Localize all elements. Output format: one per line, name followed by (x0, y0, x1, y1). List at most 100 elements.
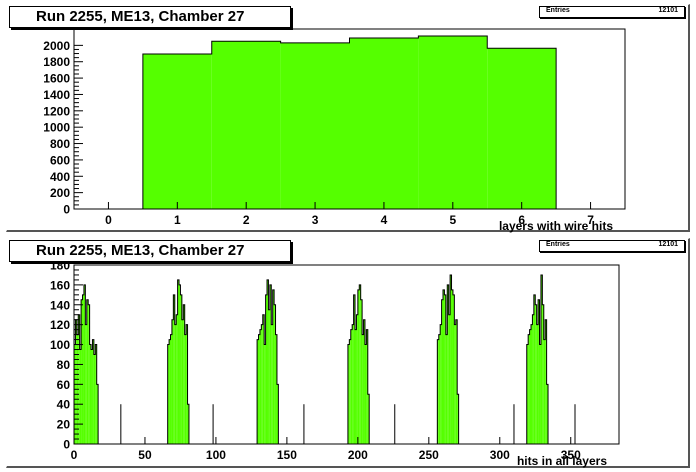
histogram-bin (170, 334, 172, 444)
histogram-bin (258, 334, 260, 444)
y-tick-label: 1200 (43, 104, 70, 118)
x-tick-label: 0 (71, 448, 78, 462)
stats-box: Entries 12101 (539, 240, 685, 252)
histogram-bin (85, 324, 87, 444)
histogram-bin (540, 274, 543, 444)
histogram-title: Run 2255, ME13, Chamber 27 (36, 8, 245, 25)
x-tick-label: 3 (312, 213, 319, 227)
histogram-bin (367, 394, 370, 444)
histogram-bin (171, 319, 174, 444)
histogram-bin (457, 394, 459, 444)
histogram-bin (531, 324, 533, 444)
y-tick-label: 2000 (43, 39, 70, 53)
histogram-bin (167, 344, 170, 444)
histogram-outline (142, 35, 557, 209)
histogram-bin (359, 284, 361, 444)
histogram-bin (355, 329, 357, 444)
y-tick-label: 140 (50, 298, 70, 312)
histogram-bin (184, 334, 187, 444)
histogram-bin (267, 279, 269, 444)
histogram-bin (186, 324, 188, 444)
y-tick-label: 200 (50, 186, 70, 200)
histogram-bin (83, 284, 86, 444)
histogram-bin (176, 314, 178, 444)
histogram-bar (142, 53, 212, 209)
x-tick-label: 200 (348, 448, 368, 462)
histogram-bin (96, 384, 99, 444)
histogram-bin (276, 384, 279, 444)
x-tick-label: 2 (243, 213, 250, 227)
histogram-cluster-outline (526, 274, 549, 444)
histogram-bin (349, 339, 351, 444)
histogram-bin (451, 289, 453, 444)
histogram-pad-hits: Run 2255, ME13, Chamber 27 Entries 12101… (6, 238, 690, 468)
y-tick-label: 1600 (43, 72, 70, 86)
histogram-bin (82, 294, 84, 444)
histogram-bin (92, 339, 94, 444)
histogram-bin (526, 344, 529, 444)
y-tick-label: 1000 (43, 121, 70, 135)
histogram-bin (81, 299, 83, 444)
histogram-bin (177, 279, 180, 444)
histogram-bin (535, 304, 537, 444)
histogram-cluster-outline (436, 274, 460, 444)
stats-entries-value: 12101 (658, 241, 678, 248)
x-tick-label: 100 (206, 448, 226, 462)
histogram-bin (271, 324, 273, 444)
histogram-bin (546, 384, 549, 444)
histogram-bin (264, 344, 266, 444)
x-tick-label: 250 (419, 448, 439, 462)
histogram-title-box: Run 2255, ME13, Chamber 27 (9, 6, 291, 28)
y-tick-label: 1800 (43, 55, 70, 69)
histogram-bin (347, 344, 350, 444)
histogram-bin (545, 319, 547, 444)
histogram-pad-layers: Run 2255, ME13, Chamber 27 Entries 12101… (6, 4, 690, 233)
histogram-title-box: Run 2255, ME13, Chamber 27 (9, 240, 291, 262)
histogram-bin (269, 284, 272, 444)
histogram-bin (174, 324, 177, 444)
x-tick-label: 0 (105, 213, 112, 227)
histogram-bin (257, 339, 259, 444)
histogram-bin (452, 294, 455, 444)
y-tick-label: 40 (57, 398, 71, 412)
histogram-bin (88, 304, 90, 444)
y-tick-label: 120 (50, 318, 70, 332)
x-tick-label: 6 (518, 213, 525, 227)
x-tick-label: 7 (587, 213, 594, 227)
y-tick-label: 0 (63, 203, 70, 217)
histogram-bin (438, 334, 441, 444)
histogram-bin (443, 289, 445, 444)
stats-box: Entries 12101 (539, 6, 685, 18)
histogram-bar (487, 48, 557, 210)
histogram-bin (93, 354, 96, 444)
x-tick-label: 4 (381, 213, 388, 227)
histogram-bar (418, 35, 488, 209)
y-tick-label: 600 (50, 153, 70, 167)
histogram-plot-layers: 0 200 400 600 800 1000 1200 1400 1600 1800 2000 0 1 2… (43, 28, 626, 233)
histogram-bin (437, 339, 439, 444)
histogram-cluster-outline (256, 279, 279, 444)
histogram-bin (265, 294, 268, 444)
histogram-bar (349, 38, 419, 209)
histogram-bin (363, 319, 365, 444)
x-tick-label: 350 (561, 448, 581, 462)
x-tick-label: 5 (449, 213, 456, 227)
y-tick-label: 60 (57, 378, 71, 392)
histogram-bin (454, 324, 456, 444)
histogram-bin (79, 349, 82, 444)
stats-entries-label: Entries (546, 241, 570, 248)
histogram-bin (362, 334, 364, 444)
histogram-bin (366, 329, 368, 444)
histogram-bin (86, 299, 89, 444)
histogram-bin (444, 294, 446, 444)
histogram-bin (181, 319, 184, 444)
histogram-bin (533, 294, 536, 444)
y-tick-label: 800 (50, 137, 70, 151)
histogram-plot-hits: 0 20 40 60 80 100 120 140 160 180 0 50 100 150 200 250 3… (50, 259, 620, 468)
histogram-bar (280, 42, 350, 210)
histogram-bin (532, 314, 534, 444)
histogram-title: Run 2255, ME13, Chamber 27 (36, 242, 245, 259)
stats-entries-value: 12101 (658, 7, 678, 14)
y-tick-label: 400 (50, 170, 70, 184)
y-tick-label: 160 (50, 278, 70, 292)
